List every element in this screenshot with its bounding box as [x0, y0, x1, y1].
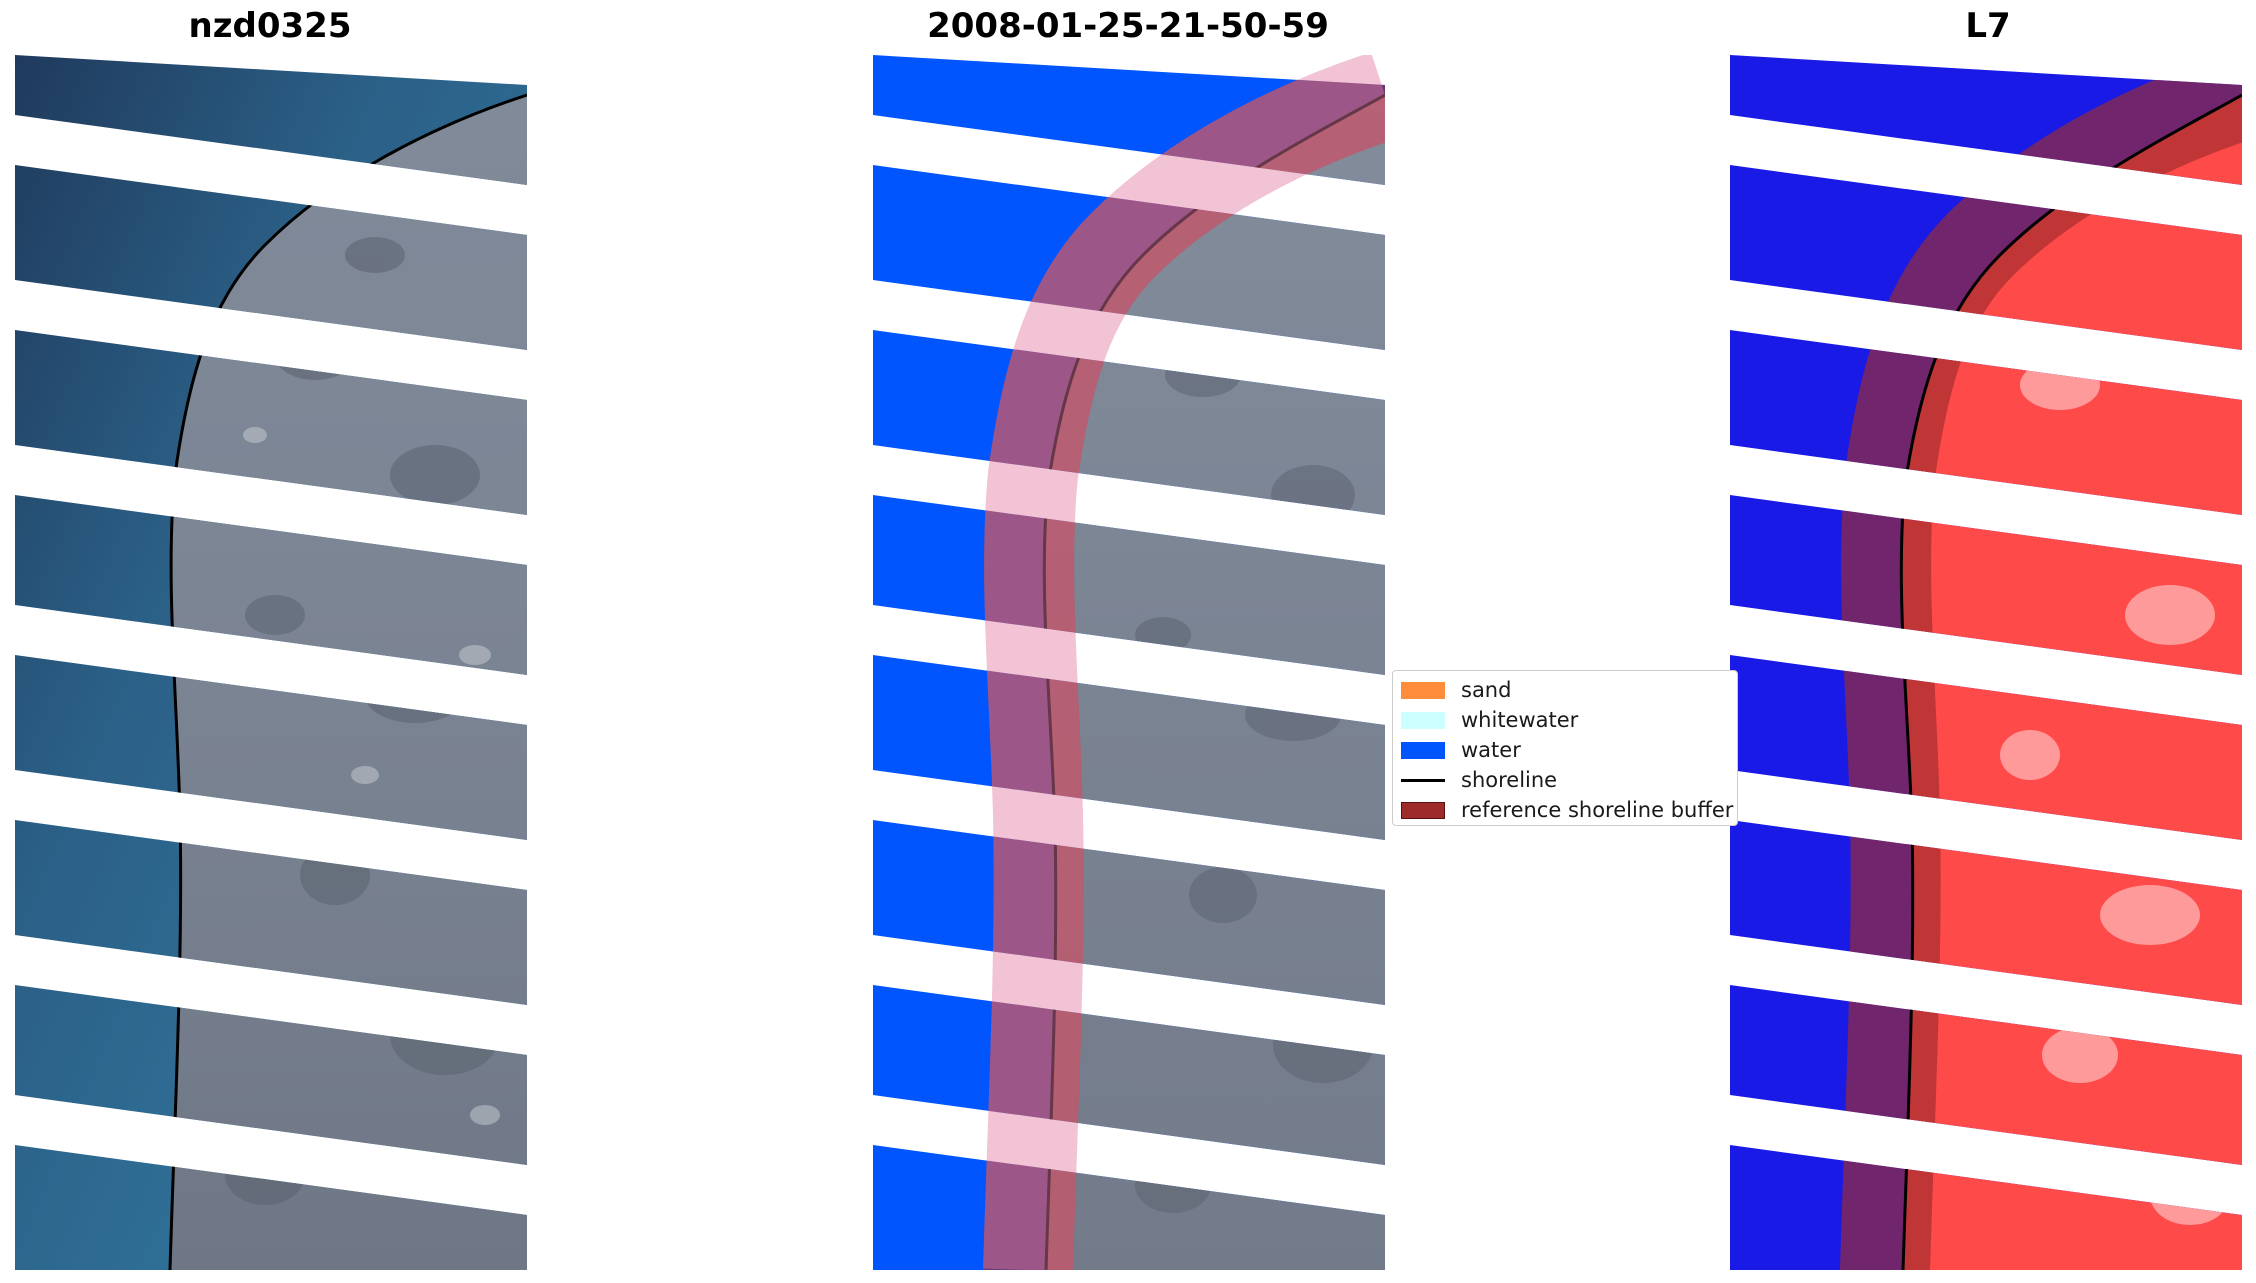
legend-item-shoreline: shoreline — [1401, 767, 1557, 793]
legend-label-sand: sand — [1461, 678, 1512, 702]
index-image-panel — [1730, 55, 2242, 1270]
whitewater-swatch — [1401, 711, 1445, 729]
shoreline-line-swatch — [1401, 778, 1445, 782]
water-swatch — [1401, 741, 1445, 759]
legend-label-whitewater: whitewater — [1461, 708, 1579, 732]
legend-label-buffer: reference shoreline buffer — [1461, 798, 1734, 822]
legend: sand whitewater water shoreline referenc… — [1392, 670, 1738, 826]
legend-item-buffer: reference shoreline buffer — [1401, 797, 1733, 823]
legend-label-shoreline: shoreline — [1461, 768, 1558, 792]
panel-title-classified: 2008-01-25-21-50-59 — [927, 6, 1329, 46]
rgb-image-panel — [15, 55, 527, 1270]
panel-title-mndwi: L7 — [1965, 6, 2011, 46]
legend-item-water: water — [1401, 737, 1521, 763]
legend-label-water: water — [1461, 738, 1521, 762]
legend-item-sand: sand — [1401, 677, 1511, 703]
classified-image-panel — [873, 55, 1385, 1270]
buffer-swatch — [1401, 801, 1445, 819]
legend-item-whitewater: whitewater — [1401, 707, 1578, 733]
sand-swatch — [1401, 681, 1445, 699]
panel-title-rgb: nzd0325 — [188, 6, 352, 46]
